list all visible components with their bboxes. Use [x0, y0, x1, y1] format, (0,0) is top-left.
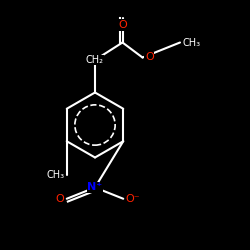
- Text: O: O: [56, 194, 64, 204]
- Text: N⁺: N⁺: [88, 182, 102, 192]
- Text: CH₃: CH₃: [182, 38, 200, 48]
- Text: O: O: [118, 20, 127, 30]
- Text: CH₃: CH₃: [46, 170, 64, 180]
- Text: CH₂: CH₂: [86, 55, 104, 65]
- Text: O⁻: O⁻: [126, 194, 140, 204]
- Text: O: O: [145, 52, 154, 62]
